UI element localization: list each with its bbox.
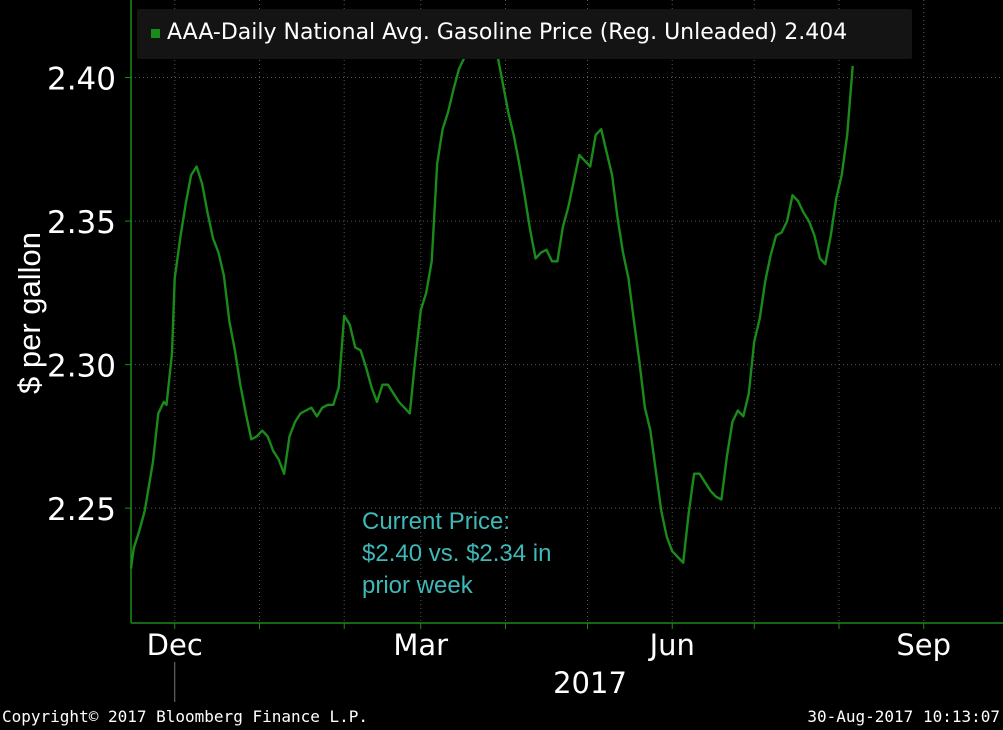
x-tick-label: Jun	[648, 628, 695, 662]
legend-label: AAA-Daily National Avg. Gasoline Price (…	[167, 20, 848, 45]
annotation-line-3: prior week	[362, 572, 473, 599]
axes	[125, 0, 1003, 702]
y-tick-label: 2.25	[47, 492, 116, 528]
series-line	[129, 16, 854, 569]
y-tick-label: 2.30	[47, 349, 116, 385]
y-tick-label: 2.35	[47, 205, 116, 241]
x-tick-label: Sep	[896, 628, 951, 662]
y-axis-title: $ per gallon	[12, 232, 47, 395]
gridlines	[131, 0, 1003, 623]
current-price-annotation: Current Price: $2.40 vs. $2.34 in prior …	[362, 506, 551, 602]
annotation-line-2: $2.40 vs. $2.34 in	[362, 540, 552, 567]
y-tick-label: 2.40	[47, 62, 116, 98]
copyright-text: Copyright© 2017 Bloomberg Finance L.P.	[2, 707, 369, 726]
x-axis-title: 2017	[553, 666, 627, 700]
x-tick-label: Dec	[147, 628, 203, 662]
timestamp-text: 30-Aug-2017 10:13:07	[807, 707, 1000, 726]
x-tick-label: Mar	[393, 628, 448, 662]
legend-swatch	[151, 29, 160, 38]
legend: AAA-Daily National Avg. Gasoline Price (…	[137, 9, 912, 59]
series-layer	[129, 16, 854, 569]
tick-labels: 2.25 2.30 2.35 2.40 Dec Mar Jun Sep 2017	[47, 62, 951, 700]
annotation-line-1: Current Price:	[362, 508, 511, 535]
